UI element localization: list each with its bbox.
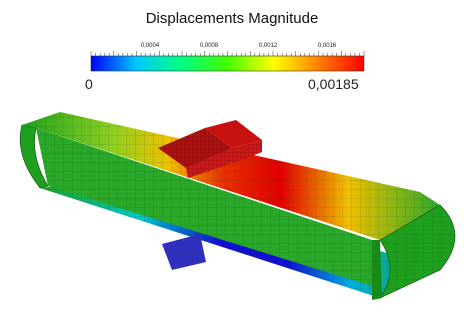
legend-min-label: 0: [85, 76, 93, 92]
color-legend: [90, 51, 365, 72]
colorbar: [90, 55, 365, 72]
legend-max-label: 0,00185: [308, 76, 359, 92]
beam-model: [19, 112, 456, 300]
beam-left-end: [19, 124, 49, 189]
colorbar-tick-label: 0,0004: [140, 43, 160, 49]
colorbar-tick-label: 0,0012: [258, 43, 278, 49]
colorbar-ticks: [90, 51, 365, 56]
load-block-top: [205, 120, 262, 148]
beam-front-edge: [372, 240, 382, 300]
colorbar-tick-label: 0,0016: [317, 43, 337, 49]
colorbar-tick-label: 0,0008: [199, 43, 219, 49]
legend-title: Displacements Magnitude: [145, 10, 319, 27]
